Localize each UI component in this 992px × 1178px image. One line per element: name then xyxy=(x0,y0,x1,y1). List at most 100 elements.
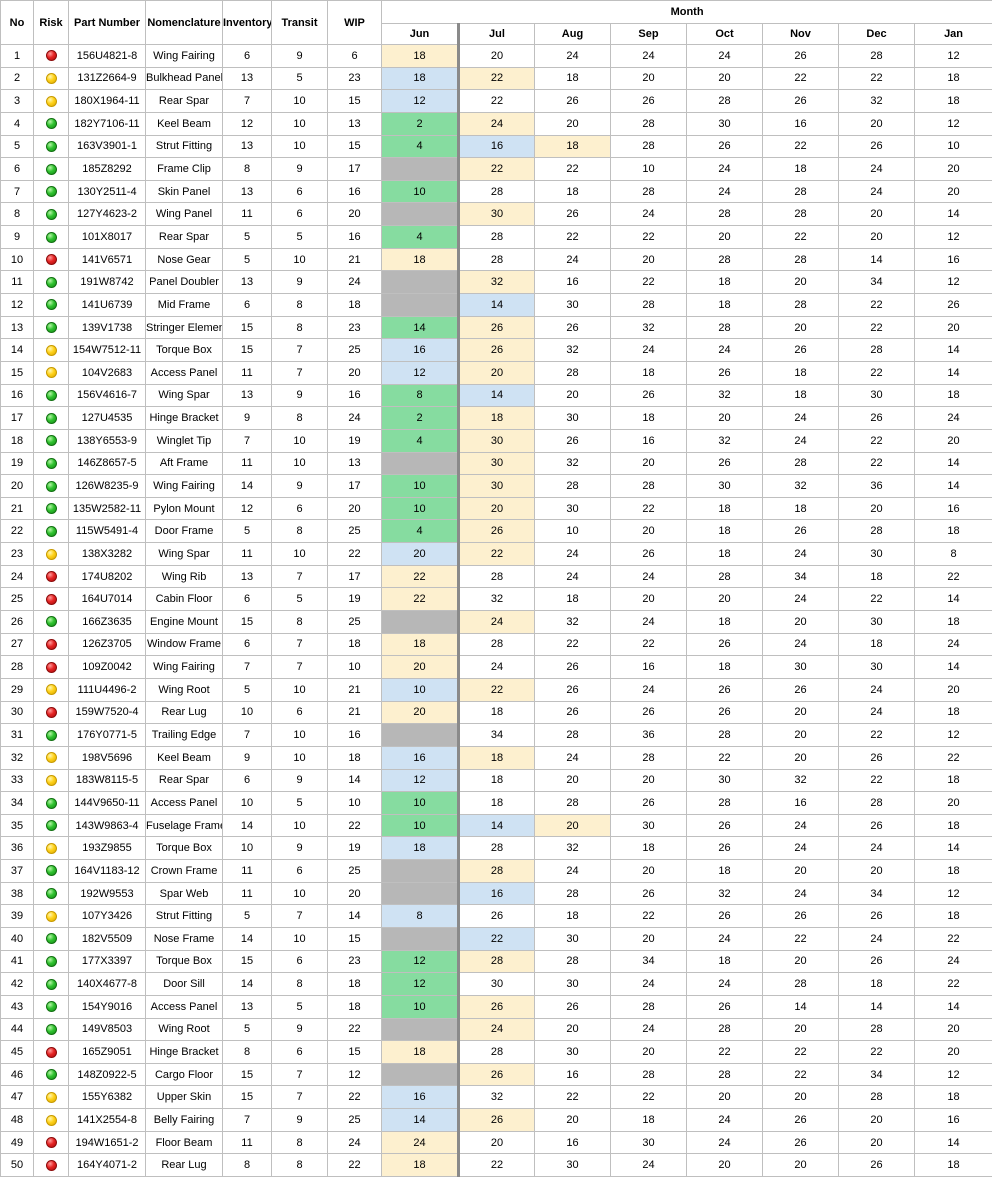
table-row[interactable]: 44 149V8503 Wing Root 5 9 22 24 20 24 28 20 28 20 xyxy=(0,1017,992,1042)
month-sep-cell: 26 xyxy=(610,542,687,566)
table-row[interactable]: 24 174U8202 Wing Rib 13 7 17 22 28 24 24 28 34 18 22 xyxy=(0,564,992,589)
transit: 6 xyxy=(271,179,328,204)
transit: 6 xyxy=(271,202,328,227)
month-dec-cell: 24 xyxy=(838,157,915,181)
risk-yellow-indicator-icon xyxy=(45,842,57,854)
table-row[interactable]: 41 177X3397 Torque Box 15 6 23 12 28 28 34 18 20 26 2… xyxy=(0,949,992,974)
risk-cell xyxy=(33,564,69,589)
wip: 13 xyxy=(327,451,382,476)
table-row[interactable]: 45 165Z9051 Hinge Bracket 8 6 15 18 28 30 20 22 22 2… xyxy=(0,1040,992,1064)
table-row[interactable]: 17 127U4535 Hinge Bracket 9 8 24 2 18 30 18 20 24 26… xyxy=(0,406,992,430)
month-aug-cell: 18 xyxy=(534,66,611,91)
transit: 7 xyxy=(271,632,328,657)
risk-cell xyxy=(33,428,69,453)
table-row[interactable]: 2 131Z2664-9 Bulkhead Panel 13 5 23 18 22 18 20 20… xyxy=(0,66,992,91)
table-row[interactable]: 11 191W8742 Panel Doubler 13 9 24 32 16 22 18 20 34… xyxy=(0,270,992,295)
inventory: 7 xyxy=(222,723,272,747)
table-row[interactable]: 39 107Y3426 Strut Fitting 5 7 14 8 26 18 22 26 26 26… xyxy=(0,904,992,928)
header-month-aug[interactable]: Aug xyxy=(534,23,611,45)
header-no[interactable]: No xyxy=(0,0,34,45)
header-part-number[interactable]: Part Number xyxy=(68,0,146,45)
table-row[interactable]: 19 146Z8657-5 Aft Frame 11 10 13 30 32 20 26 28 22 1… xyxy=(0,451,992,476)
header-month-jul[interactable]: Jul xyxy=(458,23,535,45)
table-row[interactable]: 37 164V1183-12 Crown Frame 11 6 25 28 24 20 18 20 2… xyxy=(0,859,992,883)
table-row[interactable]: 4 182Y7106-11 Keel Beam 12 10 13 2 24 20 28 30 16 20… xyxy=(0,111,992,136)
header-risk[interactable]: Risk xyxy=(33,0,69,45)
header-month-jun[interactable]: Jun xyxy=(381,23,460,45)
table-row[interactable]: 3 180X1964-11 Rear Spar 7 10 15 12 22 26 26 28 26 32… xyxy=(0,89,992,113)
header-month-nov[interactable]: Nov xyxy=(762,23,839,45)
row-number: 36 xyxy=(0,836,34,861)
header-month-oct[interactable]: Oct xyxy=(686,23,763,45)
table-row[interactable]: 32 198V5696 Keel Beam 9 10 18 16 18 24 28 22 20 26 22 xyxy=(0,745,992,770)
month-jan-cell: 12 xyxy=(913,225,992,249)
wip: 18 xyxy=(327,972,382,996)
table-row[interactable]: 10 141V6571 Nose Gear 5 10 21 18 28 24 20 28 28 14 16 xyxy=(0,247,992,272)
table-row[interactable]: 6 185Z8292 Frame Clip 8 9 17 22 22 10 24 18 24 20 xyxy=(0,157,992,181)
table-row[interactable]: 8 127Y4623-2 Wing Panel 11 6 20 30 26 24 28 28 20 14 xyxy=(0,202,992,227)
month-jul-cell: 14 xyxy=(458,383,535,408)
inventory: 5 xyxy=(222,904,272,928)
table-row[interactable]: 13 139V1738 Stringer Element 15 8 23 14 26 26 32 2… xyxy=(0,315,992,340)
row-number: 18 xyxy=(0,428,34,453)
header-month-dec[interactable]: Dec xyxy=(838,23,915,45)
transit: 6 xyxy=(271,859,328,883)
header-inventory[interactable]: Inventory xyxy=(222,0,272,45)
table-row[interactable]: 14 154W7512-11 Torque Box 15 7 25 16 26 32 24 24 26… xyxy=(0,338,992,362)
table-row[interactable]: 34 144V9650-11 Access Panel 10 5 10 10 18 28 26 28… xyxy=(0,791,992,815)
table-row[interactable]: 25 164U7014 Cabin Floor 6 5 19 22 32 18 20 20 24 22 1… xyxy=(0,587,992,612)
month-jan-cell: 20 xyxy=(913,179,992,204)
table-row[interactable]: 30 159W7520-4 Rear Lug 10 6 21 20 18 26 26 26 20 24 1… xyxy=(0,700,992,725)
table-row[interactable]: 1 156U4821-8 Wing Fairing 6 9 6 18 20 24 24 24 26 28… xyxy=(0,44,992,68)
table-row[interactable]: 12 141U6739 Mid Frame 6 8 18 14 30 28 18 28 22 26 xyxy=(0,293,992,317)
part-number: 148Z0922-5 xyxy=(68,1062,146,1087)
table-row[interactable]: 22 115W5491-4 Door Frame 5 8 25 4 26 10 20 18 26 28 1… xyxy=(0,519,992,544)
table-row[interactable]: 16 156V4616-7 Wing Spar 13 9 16 8 14 20 26 32 18 30 1… xyxy=(0,383,992,408)
month-sep-cell: 24 xyxy=(610,610,687,634)
table-row[interactable]: 5 163V3901-1 Strut Fitting 13 10 15 4 16 18 28 26 2… xyxy=(0,134,992,159)
table-row[interactable]: 49 194W1651-2 Floor Beam 11 8 24 24 20 16 30 24 26 2… xyxy=(0,1130,992,1155)
table-row[interactable]: 38 192W9553 Spar Web 11 10 20 16 28 26 32 24 34 12 xyxy=(0,881,992,906)
nomenclature: Bulkhead Panel xyxy=(145,66,223,91)
month-nov-cell: 18 xyxy=(762,157,839,181)
header-transit[interactable]: Transit xyxy=(271,0,328,45)
header-nomenclature[interactable]: Nomenclature xyxy=(145,0,223,45)
table-row[interactable]: 50 164Y4071-2 Rear Lug 8 8 22 18 22 30 24 20 20 26 18 xyxy=(0,1153,992,1178)
table-row[interactable]: 9 101X8017 Rear Spar 5 5 16 4 28 22 22 20 22 20 12 xyxy=(0,225,992,249)
table-row[interactable]: 21 135W2582-11 Pylon Mount 12 6 20 10 20 30 22 18 1… xyxy=(0,496,992,521)
risk-cell xyxy=(33,655,69,679)
table-row[interactable]: 36 193Z9855 Torque Box 10 9 19 18 28 32 18 26 24 24 1… xyxy=(0,836,992,861)
table-row[interactable]: 20 126W8235-9 Wing Fairing 14 9 17 10 30 28 28 30 3… xyxy=(0,474,992,498)
table-row[interactable]: 15 104V2683 Access Panel 11 7 20 12 20 28 18 26 18 2… xyxy=(0,360,992,385)
risk-cell xyxy=(33,859,69,883)
table-row[interactable]: 43 154Y9016 Access Panel 13 5 18 10 26 26 28 26 14 1… xyxy=(0,994,992,1019)
header-wip[interactable]: WIP xyxy=(327,0,382,45)
table-row[interactable]: 26 166Z3635 Engine Mount 15 8 25 24 32 24 18 20 30 1… xyxy=(0,610,992,634)
table-row[interactable]: 47 155Y6382 Upper Skin 15 7 22 16 32 22 22 20 20 28 1… xyxy=(0,1085,992,1110)
table-row[interactable]: 29 111U4496-2 Wing Root 5 10 21 10 22 26 24 26 26 24… xyxy=(0,677,992,702)
table-row[interactable]: 35 143W9863-4 Fuselage Frame 14 10 22 10 14 20 30… xyxy=(0,813,992,838)
table-row[interactable]: 23 138X3282 Wing Spar 11 10 22 20 22 24 26 18 24 30 8 xyxy=(0,542,992,566)
wip: 10 xyxy=(327,791,382,815)
table-row[interactable]: 42 140X4677-8 Door Sill 14 8 18 12 30 30 24 24 28 18… xyxy=(0,972,992,996)
month-jul-cell: 20 xyxy=(458,1130,535,1155)
table-row[interactable]: 27 126Z3705 Window Frame 6 7 18 18 28 22 22 26 24 18… xyxy=(0,632,992,657)
table-row[interactable]: 46 148Z0922-5 Cargo Floor 15 7 12 26 16 28 28 22 34… xyxy=(0,1062,992,1087)
month-aug-cell: 32 xyxy=(534,836,611,861)
inventory: 15 xyxy=(222,315,272,340)
table-row[interactable]: 31 176Y0771-5 Trailing Edge 7 10 16 34 28 36 28 20… xyxy=(0,723,992,747)
table-row[interactable]: 48 141X2554-8 Belly Fairing 7 9 25 14 26 20 18 24 2… xyxy=(0,1108,992,1132)
table-row[interactable]: 33 183W8115-5 Rear Spar 6 9 14 12 18 20 20 30 32 22 1… xyxy=(0,768,992,793)
table-row[interactable]: 40 182V5509 Nose Frame 14 10 15 22 30 20 24 22 24 22 xyxy=(0,926,992,951)
month-jun-cell xyxy=(381,270,460,295)
risk-cell xyxy=(33,632,69,657)
row-number: 50 xyxy=(0,1153,34,1178)
month-oct-cell: 24 xyxy=(686,972,763,996)
table-row[interactable]: 18 138Y6553-9 Winglet Tip 7 10 19 4 30 26 16 32 24 2… xyxy=(0,428,992,453)
row-number: 21 xyxy=(0,496,34,521)
month-jan-cell: 12 xyxy=(913,270,992,295)
table-row[interactable]: 28 109Z0042 Wing Fairing 7 7 10 20 24 26 16 18 30 30… xyxy=(0,655,992,679)
header-month-sep[interactable]: Sep xyxy=(610,23,687,45)
table-row[interactable]: 7 130Y2511-4 Skin Panel 13 6 16 10 28 18 28 24 28 24… xyxy=(0,179,992,204)
header-month-jan[interactable]: Jan xyxy=(913,23,992,45)
